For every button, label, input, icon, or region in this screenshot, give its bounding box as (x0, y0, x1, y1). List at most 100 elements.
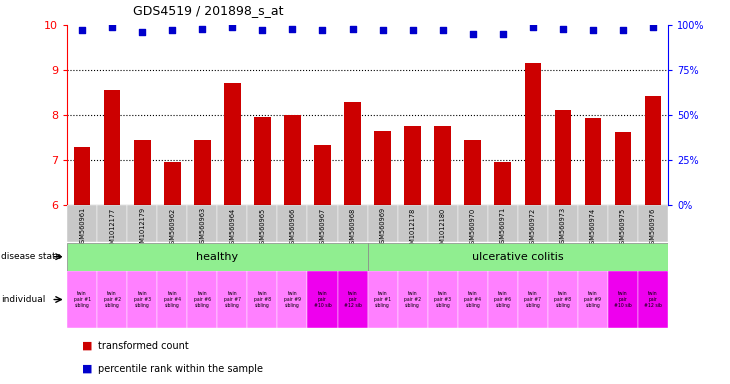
Bar (307, 271, 337, 328)
Bar (194, 140, 210, 205)
Text: GSM560975: GSM560975 (620, 207, 626, 248)
Bar (434, 126, 451, 205)
Bar (67, 205, 97, 242)
Point (467, 31, 479, 37)
Bar (134, 140, 150, 205)
Bar (548, 205, 578, 242)
Bar (518, 205, 548, 242)
Text: twin
pair #4
sibling: twin pair #4 sibling (164, 291, 181, 308)
Bar (368, 271, 398, 328)
Bar (428, 271, 458, 328)
Bar (615, 132, 631, 205)
Bar (488, 205, 518, 242)
Bar (638, 205, 668, 242)
Text: GSM560962: GSM560962 (169, 207, 175, 248)
Text: percentile rank within the sample: percentile rank within the sample (98, 364, 263, 374)
Point (617, 27, 629, 33)
Bar (578, 271, 608, 328)
Text: twin
pair #7
sibling: twin pair #7 sibling (224, 291, 241, 308)
Text: GSM560972: GSM560972 (530, 207, 536, 248)
Bar (488, 271, 518, 328)
Bar (578, 205, 608, 242)
Text: ulcerative colitis: ulcerative colitis (472, 252, 564, 262)
Text: GSM560961: GSM560961 (79, 207, 85, 247)
Point (347, 25, 358, 31)
Bar (368, 205, 398, 242)
Bar (67, 243, 368, 271)
Bar (458, 205, 488, 242)
Bar (188, 205, 218, 242)
Bar (518, 271, 548, 328)
Text: twin
pair #3
sibling: twin pair #3 sibling (434, 291, 451, 308)
Text: twin
pair #1
sibling: twin pair #1 sibling (374, 291, 391, 308)
Text: twin
pair
#12 sib: twin pair #12 sib (644, 291, 662, 308)
Text: GSM560964: GSM560964 (229, 207, 235, 248)
Bar (284, 115, 301, 205)
Text: twin
pair
#10 sib: twin pair #10 sib (614, 291, 631, 308)
Bar (314, 144, 331, 205)
Text: GSM560973: GSM560973 (560, 207, 566, 247)
Text: twin
pair
#12 sib: twin pair #12 sib (344, 291, 361, 308)
Point (527, 24, 539, 30)
Text: twin
pair #2
sibling: twin pair #2 sibling (104, 291, 120, 308)
Text: twin
pair
#10 sib: twin pair #10 sib (314, 291, 331, 308)
Text: individual: individual (1, 295, 45, 304)
Bar (398, 271, 428, 328)
Bar (585, 118, 601, 205)
Text: GDS4519 / 201898_s_at: GDS4519 / 201898_s_at (133, 4, 283, 17)
Text: GSM1012179: GSM1012179 (139, 207, 145, 252)
Bar (555, 110, 571, 205)
Bar (345, 102, 361, 205)
Bar (97, 271, 127, 328)
Text: GSM560966: GSM560966 (290, 207, 296, 248)
Bar (337, 205, 368, 242)
Text: GSM1012178: GSM1012178 (410, 207, 415, 252)
Text: twin
pair #4
sibling: twin pair #4 sibling (464, 291, 481, 308)
Text: twin
pair #7
sibling: twin pair #7 sibling (524, 291, 542, 308)
Bar (97, 205, 127, 242)
Bar (218, 205, 247, 242)
Text: GSM560963: GSM560963 (199, 207, 205, 247)
Point (407, 27, 418, 33)
Point (587, 27, 599, 33)
Bar (494, 162, 511, 205)
Bar (337, 271, 368, 328)
Bar (104, 90, 120, 205)
Text: twin
pair #9
sibling: twin pair #9 sibling (284, 291, 301, 308)
Text: twin
pair #8
sibling: twin pair #8 sibling (254, 291, 271, 308)
Bar (368, 243, 668, 271)
Text: GSM560970: GSM560970 (469, 207, 476, 248)
Point (377, 27, 388, 33)
Point (77, 27, 88, 33)
Bar (164, 162, 180, 205)
Text: twin
pair #9
sibling: twin pair #9 sibling (584, 291, 602, 308)
Text: GSM560974: GSM560974 (590, 207, 596, 248)
Point (226, 24, 238, 30)
Bar (224, 83, 241, 205)
Bar (638, 271, 668, 328)
Text: GSM560968: GSM560968 (350, 207, 356, 248)
Text: twin
pair #6
sibling: twin pair #6 sibling (193, 291, 211, 308)
Bar (127, 205, 157, 242)
Text: transformed count: transformed count (98, 341, 188, 351)
Point (317, 27, 328, 33)
Text: twin
pair #1
sibling: twin pair #1 sibling (74, 291, 91, 308)
Bar (464, 140, 481, 205)
Bar (525, 63, 541, 205)
Bar (127, 271, 157, 328)
Bar (398, 205, 428, 242)
Bar (188, 271, 218, 328)
Bar (374, 131, 391, 205)
Text: GSM560965: GSM560965 (259, 207, 266, 248)
Bar (608, 205, 638, 242)
Text: GSM560967: GSM560967 (320, 207, 326, 248)
Bar (608, 271, 638, 328)
Bar (218, 271, 247, 328)
Text: GSM560976: GSM560976 (650, 207, 656, 248)
Text: GSM560971: GSM560971 (500, 207, 506, 247)
Text: twin
pair #6
sibling: twin pair #6 sibling (494, 291, 511, 308)
Point (497, 31, 509, 37)
Text: ■: ■ (82, 364, 92, 374)
Bar (404, 126, 421, 205)
Text: GSM1012177: GSM1012177 (110, 207, 115, 252)
